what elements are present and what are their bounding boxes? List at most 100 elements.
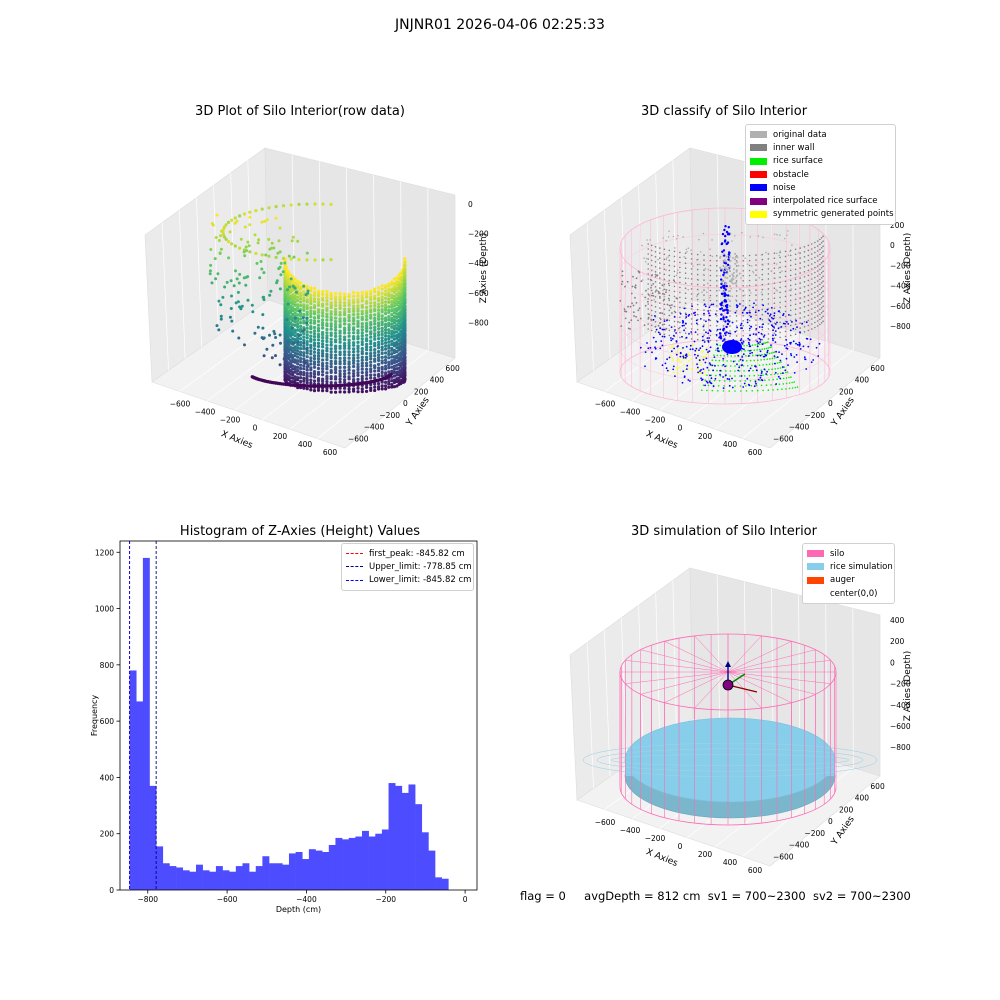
classify-rice-surface-point [764, 342, 767, 344]
classify-inner-wall-point [654, 266, 657, 268]
classify-rice-surface-point [776, 378, 778, 381]
classify-noise-point [749, 311, 751, 314]
legend-line-sample [346, 579, 363, 581]
raw-point [296, 316, 300, 320]
raw-point [309, 346, 313, 350]
classify-inner-wall-point [748, 319, 751, 322]
classify-noise-point [781, 353, 783, 355]
classify-rice-surface-point [719, 344, 721, 347]
raw-point [237, 281, 241, 285]
classify-original-point [643, 257, 645, 259]
classify-original-point [702, 273, 705, 276]
classify-original-point [707, 268, 710, 271]
raw-point [356, 359, 360, 363]
raw-point [321, 304, 325, 308]
simulation-silo-roof-spoke [694, 635, 729, 673]
classify-inner-wall-point [647, 268, 649, 270]
classify-inner-wall-point [814, 251, 816, 254]
classify-inner-wall-point [767, 283, 770, 285]
classify-inner-wall-point [667, 282, 670, 285]
raw-point [305, 330, 309, 334]
classify-inner-wall-point [803, 266, 806, 268]
classify-original-point [734, 255, 737, 258]
raw-point [312, 293, 317, 298]
raw-point [334, 312, 338, 316]
classify-inner-wall-point [789, 304, 792, 307]
raw-point [356, 304, 360, 308]
classify-inner-wall-point [767, 258, 770, 260]
legend-swatch [807, 590, 824, 597]
raw-point [387, 297, 391, 301]
raw-point [299, 291, 303, 295]
classify-inner-wall-point [654, 261, 657, 263]
classify-inner-wall-point [761, 338, 764, 341]
classify-inner-wall-point [644, 296, 647, 299]
classify-inner-wall-point [709, 309, 712, 312]
classify-inner-wall-point [735, 295, 738, 297]
classify-noise-point [817, 355, 820, 357]
classify-inner-wall-point [822, 255, 824, 257]
raw-point [347, 298, 351, 302]
classify-noise-point [777, 327, 780, 330]
raw-point [373, 344, 377, 348]
classify-original-point [725, 282, 728, 285]
classify-inner-wall-point [647, 278, 649, 280]
classify-noise-point [708, 337, 711, 339]
classify-inner-wall-point [684, 327, 687, 330]
classify-inner-wall-point [668, 254, 671, 257]
classify-rice-surface-point [746, 344, 748, 347]
classify-noise-point [756, 345, 759, 348]
classify-original-point [672, 235, 675, 238]
classify-noise-point [743, 348, 745, 351]
classify-noise-point [722, 363, 725, 366]
classify-inner-wall-point [794, 313, 797, 316]
classify-inner-wall-point [632, 311, 635, 314]
raw-point [239, 307, 243, 311]
classify-inner-wall-point [673, 290, 676, 293]
classify-inner-wall-point [761, 273, 764, 276]
histogram-frame [119, 540, 478, 891]
classify-inner-wall-point [659, 272, 661, 274]
raw-point [338, 350, 342, 354]
classify-rice-surface-point [785, 382, 788, 385]
raw-point [299, 370, 303, 374]
classify-noise-point [740, 338, 743, 340]
classify-original-point [755, 269, 758, 272]
classify-original-point [738, 272, 741, 275]
classify-noise-point [757, 309, 760, 312]
classify-xaxis-label: X Axies [644, 429, 679, 451]
classify-inner-wall-point [811, 313, 813, 315]
simulation-ytick-label: −600 [773, 852, 794, 861]
classify-noise-point [724, 304, 728, 308]
classify-rice-surface-point [785, 388, 787, 390]
classify-inner-wall-point [822, 320, 824, 323]
classify-ztick-label: −600 [890, 302, 911, 311]
classify-original-point [779, 234, 781, 236]
raw-point [347, 387, 351, 391]
classify-noise-point [666, 358, 668, 361]
histogram-bar [282, 864, 290, 890]
raw-point [403, 357, 407, 361]
classify-symmetric-point [687, 367, 690, 370]
classify-inner-wall-point [657, 324, 660, 327]
classify-noise-point [670, 350, 673, 353]
classify-noise-point [654, 347, 657, 350]
raw-point [296, 303, 300, 307]
classify-inner-wall-point [654, 296, 657, 298]
raw-point [356, 309, 360, 313]
classify-noise-point [728, 251, 731, 255]
classify-noise-point [773, 312, 776, 314]
classify-inner-wall-point [696, 283, 699, 286]
raw-point [380, 336, 384, 340]
classify-rice-surface-point [706, 389, 708, 392]
raw-point [299, 314, 303, 318]
raw-point [403, 332, 407, 336]
classify-original-point [711, 239, 713, 241]
classify-ytick-label: −200 [804, 411, 825, 420]
classify-inner-wall-point [748, 254, 751, 257]
classify-noise-point [708, 362, 711, 364]
legend-entry: auger [807, 574, 890, 587]
legend-label: interpolated rice surface [773, 196, 878, 207]
classify-rice-surface-point [774, 368, 776, 370]
classify-noise-point [790, 354, 793, 357]
